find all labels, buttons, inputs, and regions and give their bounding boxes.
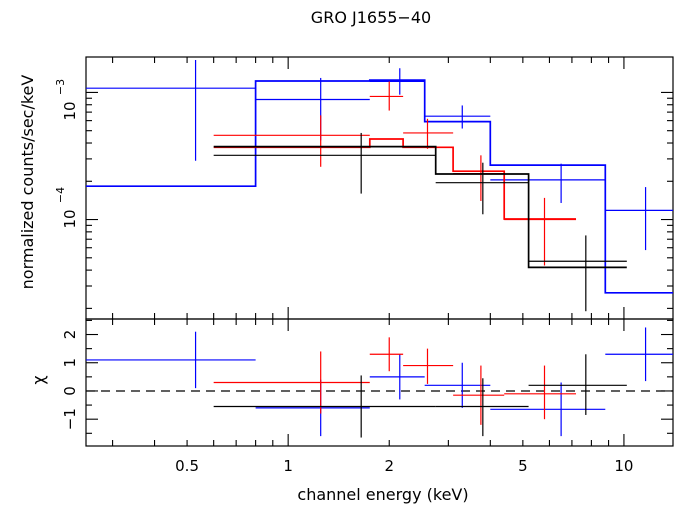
top-y-axis-label: normalized counts/sec/keV xyxy=(18,75,37,290)
bottom-y-ticks: −1 0 1 2 xyxy=(61,319,673,434)
y-tick-exponent: −4 xyxy=(54,187,67,203)
top-panel: 10 −3 10 −4 xyxy=(54,56,674,320)
y-tick-exponent: −3 xyxy=(54,79,67,95)
bottom-series-group xyxy=(86,327,673,438)
top-y-ticks xyxy=(86,91,673,309)
x-axis-label: channel energy (keV) xyxy=(297,485,468,504)
top-x-ticks xyxy=(112,57,625,319)
x-tick-label: 10 xyxy=(614,457,633,475)
model-step-line xyxy=(213,138,576,220)
y-tick-base: 10 xyxy=(61,209,79,228)
residual-y-tick-label: −1 xyxy=(61,408,79,430)
model-step-line xyxy=(213,145,627,269)
y-tick-label-1e-4: 10 −4 xyxy=(54,187,79,229)
residual-y-tick-label: 2 xyxy=(61,330,79,340)
x-tick-label: 2 xyxy=(384,457,394,475)
top-series-group xyxy=(86,59,673,312)
bottom-panel: −1 0 1 2 0.5 1 2 5 10 xyxy=(61,318,674,475)
y-tick-label-1e-3: 10 −3 xyxy=(54,79,79,121)
residual-y-tick-label: 0 xyxy=(61,386,79,396)
chart-title: GRO J1655−40 xyxy=(311,8,431,27)
x-tick-label: 0.5 xyxy=(175,457,199,475)
bottom-panel-frame xyxy=(85,318,674,447)
bottom-y-axis-label: χ xyxy=(29,375,48,384)
x-tick-label: 1 xyxy=(283,457,293,475)
residual-y-tick-label: 1 xyxy=(61,358,79,368)
y-tick-base: 10 xyxy=(61,101,79,120)
model-step-line xyxy=(86,79,673,294)
x-tick-label: 5 xyxy=(518,457,528,475)
bottom-x-ticks: 0.5 1 2 5 10 xyxy=(112,319,633,475)
